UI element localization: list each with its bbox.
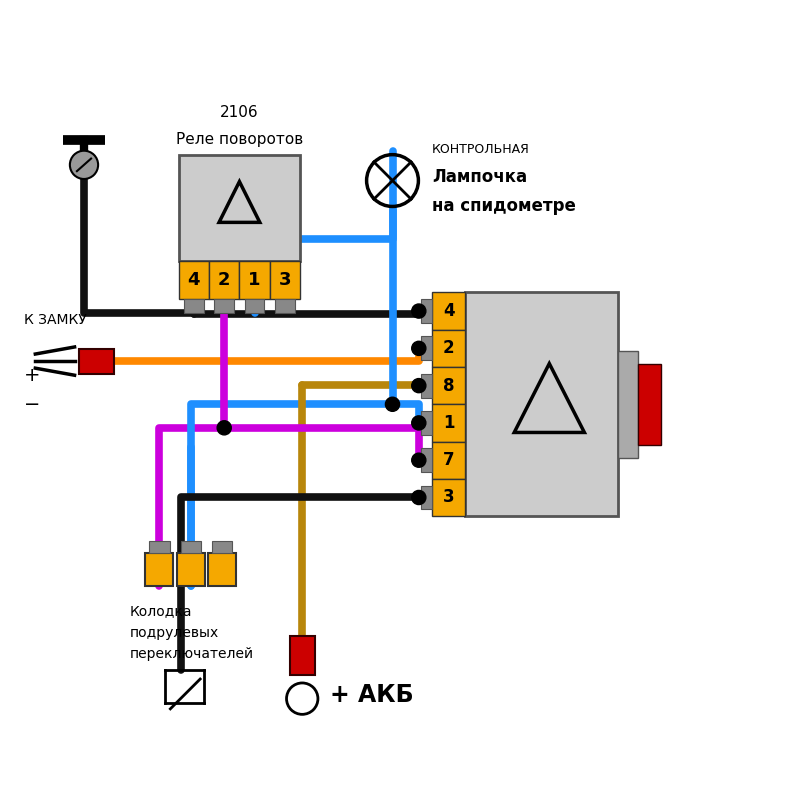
Circle shape: [411, 378, 425, 392]
Bar: [177, 553, 205, 586]
Text: 7: 7: [443, 451, 455, 469]
Bar: [212, 541, 232, 553]
Bar: [181, 541, 201, 553]
Text: + АКБ: + АКБ: [330, 683, 414, 707]
Bar: [421, 411, 432, 435]
Circle shape: [287, 683, 318, 714]
Text: 3: 3: [443, 488, 455, 506]
Bar: [619, 351, 637, 458]
Text: переключателей: переключателей: [130, 647, 254, 661]
Bar: [276, 299, 295, 313]
Bar: [432, 293, 465, 330]
Bar: [421, 374, 432, 397]
Bar: [432, 404, 465, 441]
Bar: [184, 299, 203, 313]
Circle shape: [70, 151, 98, 179]
Text: на спидометре: на спидометре: [432, 198, 575, 215]
Text: Колодка: Колодка: [130, 604, 192, 619]
Circle shape: [217, 421, 232, 435]
Text: подрулевых: подрулевых: [130, 626, 219, 640]
Circle shape: [411, 416, 425, 430]
Text: Лампочка: Лампочка: [432, 168, 527, 185]
Bar: [290, 636, 315, 675]
Text: 2: 2: [443, 339, 455, 357]
Text: К ЗАМКУ: К ЗАМКУ: [24, 313, 86, 327]
Text: 2: 2: [218, 271, 231, 289]
Text: 8: 8: [443, 377, 455, 395]
Bar: [208, 553, 236, 586]
Bar: [421, 337, 432, 360]
Bar: [145, 553, 173, 586]
Bar: [432, 330, 465, 367]
Bar: [421, 486, 432, 509]
Bar: [214, 299, 234, 313]
Bar: [432, 441, 465, 479]
Bar: [465, 293, 618, 517]
Circle shape: [411, 341, 425, 356]
Circle shape: [411, 491, 425, 505]
Bar: [239, 261, 270, 299]
Circle shape: [411, 304, 425, 318]
Text: КОНТРОЛЬНАЯ: КОНТРОЛЬНАЯ: [432, 143, 530, 155]
Text: 3: 3: [279, 271, 291, 289]
Bar: [421, 299, 432, 323]
Text: −: −: [24, 395, 40, 414]
Text: 2106: 2106: [220, 104, 259, 119]
Bar: [432, 367, 465, 404]
Bar: [421, 448, 432, 472]
Bar: [637, 364, 661, 444]
Text: Реле поворотов: Реле поворотов: [176, 132, 303, 148]
Text: 4: 4: [188, 271, 200, 289]
Circle shape: [411, 453, 425, 467]
Bar: [149, 541, 170, 553]
Text: 4: 4: [443, 302, 455, 320]
Bar: [270, 261, 300, 299]
Text: 1: 1: [248, 271, 261, 289]
Bar: [78, 349, 114, 374]
Text: +: +: [24, 366, 40, 385]
Bar: [178, 155, 300, 261]
Bar: [245, 299, 265, 313]
Circle shape: [385, 397, 400, 411]
Bar: [178, 261, 209, 299]
Bar: [209, 261, 239, 299]
Text: 1: 1: [443, 414, 455, 432]
Bar: [432, 479, 465, 517]
